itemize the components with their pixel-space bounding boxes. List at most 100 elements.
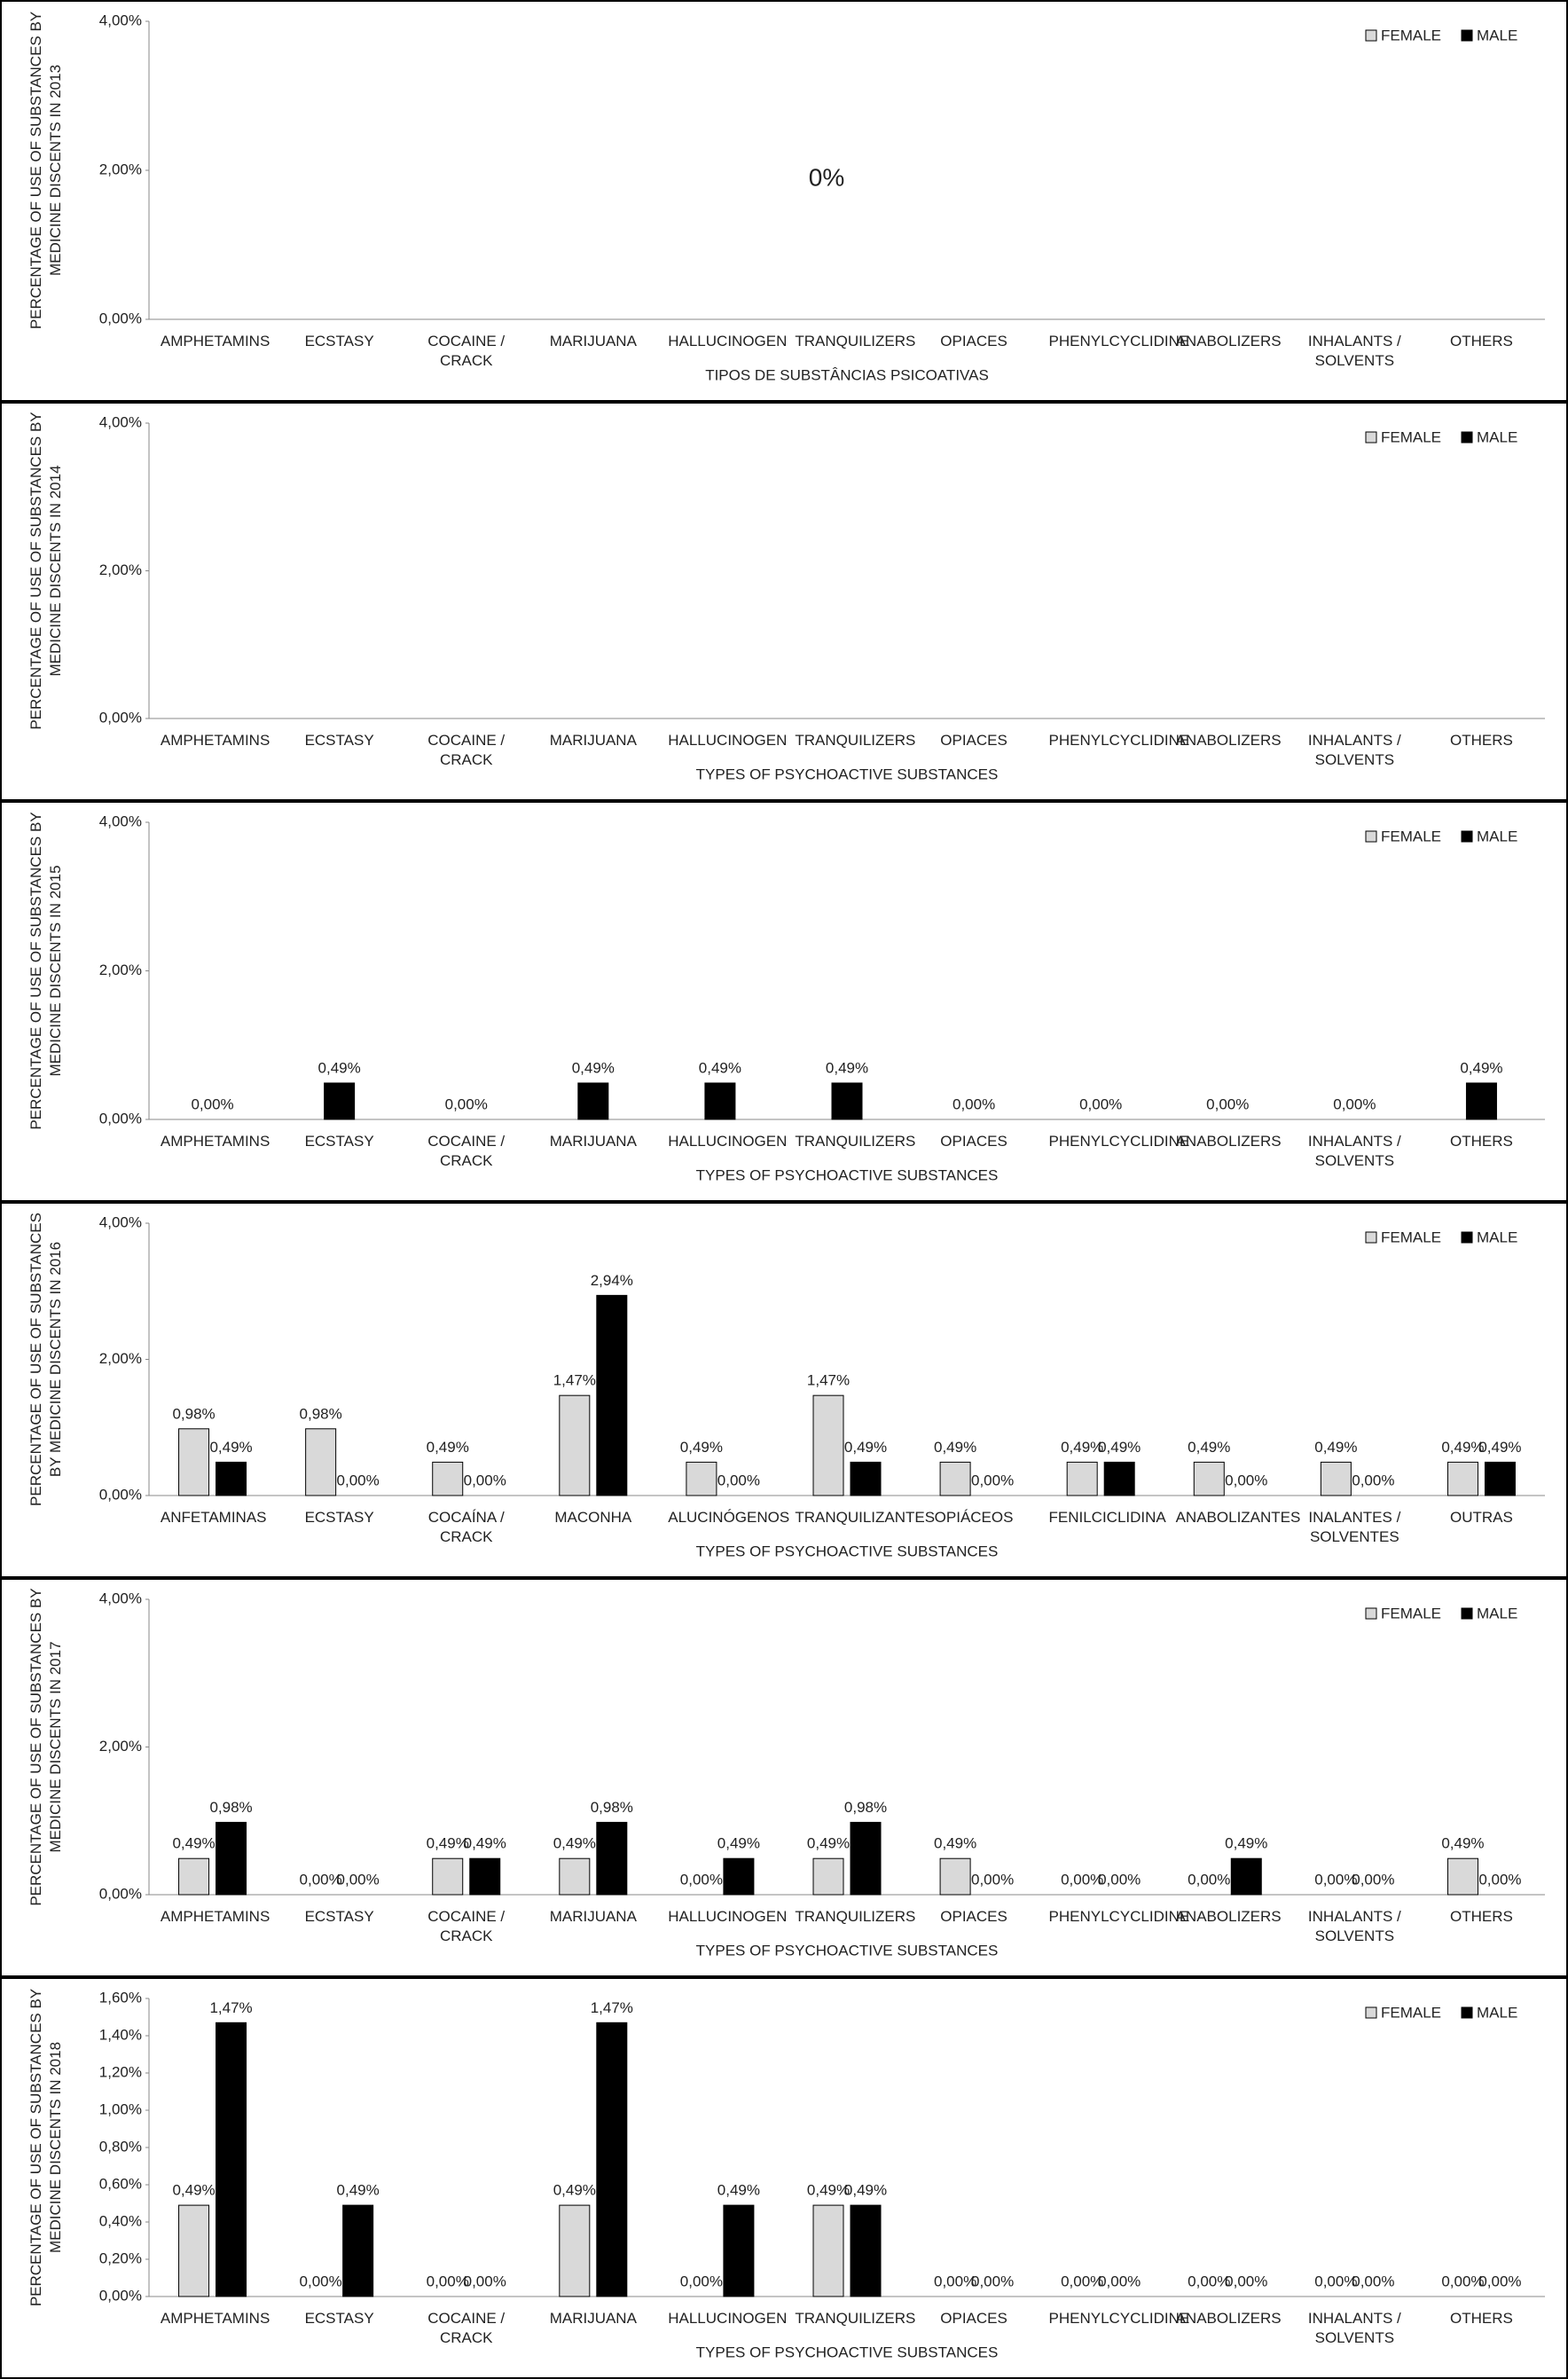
data-label: 0,00%	[300, 2273, 342, 2289]
y-tick-label: 4,00%	[99, 813, 142, 829]
x-tick-label: MARIJUANA	[549, 732, 637, 749]
legend-label: FEMALE	[1381, 828, 1441, 844]
chart: 0,00% 2,00% 4,00% 0,98% 0,49% 0,98% 0,00% 0,49%…	[99, 1213, 1545, 1559]
data-label: 0,49%	[680, 1439, 723, 1456]
legend-swatch	[1365, 830, 1377, 843]
chart: 0,00% 2,00% 4,00% 0,00% 0,49% 0,00% 0,49% 0,49%…	[99, 813, 1545, 1183]
data-label: 0,00%	[971, 1472, 1014, 1488]
bar	[831, 1082, 863, 1120]
x-tick-label: OTHERS	[1450, 732, 1513, 749]
data-label: 0,00%	[971, 1871, 1014, 1888]
x-tick-label: TRANQUILIZERS	[795, 1908, 916, 1925]
x-tick-label: ANABOLIZANTES	[1175, 1509, 1301, 1526]
data-label: 0,00%	[1098, 2273, 1141, 2289]
x-tick-label: AMPHETAMINS	[160, 1133, 270, 1150]
chart-panel: 0,00% 2,00% 4,00% 0,98% 0,49% 0,98% 0,00% 0,49%…	[0, 1202, 1568, 1578]
legend-label: MALE	[1477, 1605, 1517, 1621]
bar	[596, 1294, 628, 1496]
x-tick-label: INALANTES / SOLVENTES	[1308, 1509, 1401, 1545]
y-tick-label: 1,40%	[99, 2026, 142, 2043]
bar	[596, 1821, 628, 1896]
bar	[216, 1461, 247, 1496]
legend-label: FEMALE	[1381, 1605, 1441, 1621]
data-label: 0,49%	[934, 1439, 976, 1456]
x-tick-label: COCAINE / CRACK	[427, 732, 506, 768]
y-tick-label: 4,00%	[99, 413, 142, 430]
x-tick-label: ANFETAMINAS	[160, 1509, 267, 1526]
bar	[559, 2204, 591, 2297]
data-label: 0,00%	[464, 1472, 506, 1488]
bar	[939, 1857, 971, 1896]
x-tick-label: ECSTASY	[304, 1133, 374, 1150]
y-tick-label: 4,00%	[99, 1213, 142, 1230]
data-label: 0,00%	[1061, 2273, 1103, 2289]
bar	[850, 1821, 882, 1896]
x-tick-label: ANABOLIZERS	[1175, 2310, 1282, 2327]
data-label: 0,49%	[844, 2182, 887, 2199]
legend-label: MALE	[1477, 828, 1517, 844]
x-tick-label: MACONHA	[554, 1509, 632, 1526]
y-tick-label: 0,00%	[99, 709, 142, 726]
x-tick-label: INHALANTS / SOLVENTS	[1307, 1908, 1401, 1944]
chart-panel: 0,00% 0,20% 0,40% 0,60% 0,80% 1,00% 1,20% 1,40%…	[0, 1977, 1568, 2379]
x-tick-label: INHALANTS / SOLVENTS	[1307, 2310, 1401, 2346]
y-tick-label: 2,00%	[99, 962, 142, 978]
legend-swatch	[1365, 1607, 1377, 1620]
x-tick-label: ANABOLIZERS	[1175, 1133, 1282, 1150]
data-label: 0,00%	[337, 1871, 380, 1888]
y-tick-label: 1,60%	[99, 1989, 142, 2006]
data-label: 0,49%	[699, 1059, 741, 1076]
legend-label: MALE	[1477, 1229, 1517, 1245]
bar	[432, 1857, 464, 1896]
x-tick-label: ANABOLIZERS	[1175, 732, 1282, 749]
data-label: 0,49%	[318, 1059, 361, 1076]
bar	[432, 1461, 464, 1496]
bar	[1103, 1461, 1135, 1496]
data-label: 0,00%	[464, 2273, 506, 2289]
legend-swatch	[1461, 1607, 1473, 1620]
x-tick-label: INHALANTS / SOLVENTS	[1307, 732, 1401, 768]
bar	[850, 2204, 882, 2297]
x-axis-title: TYPES OF PSYCHOACTIVE SUBSTANCES	[696, 1942, 999, 1959]
legend-swatch	[1365, 431, 1377, 444]
x-tick-label: OTHERS	[1450, 2310, 1513, 2327]
x-tick-label: PHENYLCYCLIDINE	[1048, 732, 1190, 749]
x-axis-title: TYPES OF PSYCHOACTIVE SUBSTANCES	[696, 2344, 999, 2360]
data-label: 0,49%	[826, 1059, 868, 1076]
bar	[723, 1857, 755, 1896]
x-tick-label: OPIACES	[940, 1908, 1007, 1925]
bar	[1465, 1082, 1497, 1120]
data-label: 0,00%	[971, 2273, 1014, 2289]
bar	[723, 2204, 755, 2297]
bar	[704, 1082, 736, 1120]
data-label: 0,00%	[1206, 1095, 1249, 1112]
x-tick-label: HALLUCINOGEN	[668, 1133, 788, 1150]
x-tick-label: MARIJUANA	[549, 333, 637, 349]
x-tick-label: ECSTASY	[304, 1908, 374, 1925]
y-axis-title: PERCENTAGE OF USE OF SUBSTANCES BY MEDIC…	[27, 1588, 64, 1906]
y-axis-title: PERCENTAGE OF USE OF SUBSTANCES BY MEDIC…	[27, 1213, 64, 1506]
data-label: 0,00%	[1314, 1871, 1357, 1888]
y-tick-label: 0,00%	[99, 1486, 142, 1503]
data-label: 0,98%	[591, 1799, 633, 1816]
x-axis-title: TYPES OF PSYCHOACTIVE SUBSTANCES	[696, 766, 999, 782]
x-tick-label: FENILCICLIDINA	[1048, 1509, 1166, 1526]
legend-swatch	[1365, 2006, 1377, 2019]
x-tick-label: HALLUCINOGEN	[668, 1908, 788, 1925]
y-tick-label: 0,20%	[99, 2249, 142, 2266]
x-axis-title: TIPOS DE SUBSTÂNCIAS PSICOATIVAS	[705, 366, 989, 383]
x-tick-label: PHENYLCYCLIDINE	[1048, 1908, 1190, 1925]
x-tick-label: OPIACES	[940, 732, 1007, 749]
x-tick-label: COCAINE / CRACK	[427, 1133, 506, 1169]
data-label: 1,47%	[553, 1372, 596, 1389]
x-tick-label: OTHERS	[1450, 333, 1513, 349]
x-tick-label: OPIACES	[940, 2310, 1007, 2327]
x-tick-label: PHENYLCYCLIDINE	[1048, 333, 1190, 349]
x-axis-title: TYPES OF PSYCHOACTIVE SUBSTANCES	[696, 1166, 999, 1183]
data-label: 0,00%	[1478, 1871, 1521, 1888]
data-label: 0,49%	[844, 1439, 887, 1456]
bar	[559, 1857, 591, 1896]
y-tick-label: 0,60%	[99, 2175, 142, 2192]
legend-swatch	[1461, 2006, 1473, 2019]
y-tick-label: 2,00%	[99, 1738, 142, 1755]
